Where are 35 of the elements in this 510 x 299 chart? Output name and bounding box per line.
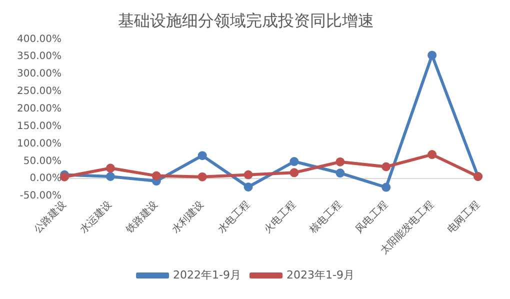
y-tick-label: 0.00% — [30, 173, 62, 184]
point — [244, 182, 253, 192]
point — [290, 157, 299, 166]
y-tick-label: 350.00% — [16, 51, 62, 62]
point — [290, 168, 299, 178]
legend-label: 2023年1-9月 — [286, 268, 354, 282]
y-tick-label: 100.00% — [16, 138, 62, 150]
x-tick-label: 水利建设 — [170, 198, 206, 236]
point — [428, 50, 437, 60]
y-tick-label: 200.00% — [16, 103, 62, 114]
x-tick-label: 风电工程 — [353, 198, 390, 236]
y-tick-label: 250.00% — [16, 86, 62, 98]
point — [244, 170, 253, 180]
y-tick-label: 50.00% — [23, 156, 62, 167]
x-tick-label: 电网工程 — [445, 198, 482, 236]
point — [336, 168, 345, 178]
x-tick-label: 水运建设 — [78, 198, 114, 236]
point — [336, 157, 345, 166]
point — [198, 172, 207, 182]
point — [106, 164, 115, 173]
point — [152, 171, 161, 180]
chart-title: 基础设施细分领域完成投资同比增速 — [118, 10, 374, 30]
x-tick-label: 火电工程 — [261, 198, 298, 236]
y-tick-label: 400.00% — [16, 34, 62, 45]
point — [382, 162, 391, 172]
x-tick-label: 核电工程 — [306, 198, 344, 236]
x-tick-label: 铁路建设 — [122, 198, 160, 236]
point — [198, 151, 207, 160]
point — [106, 172, 115, 181]
point — [428, 150, 437, 160]
point — [382, 182, 391, 192]
y-tick-label: 150.00% — [16, 120, 62, 132]
legend-label: 2022年1-9月 — [173, 268, 242, 282]
x-tick-label: 水电工程 — [215, 198, 252, 236]
y-tick-label: 300.00% — [16, 68, 62, 80]
